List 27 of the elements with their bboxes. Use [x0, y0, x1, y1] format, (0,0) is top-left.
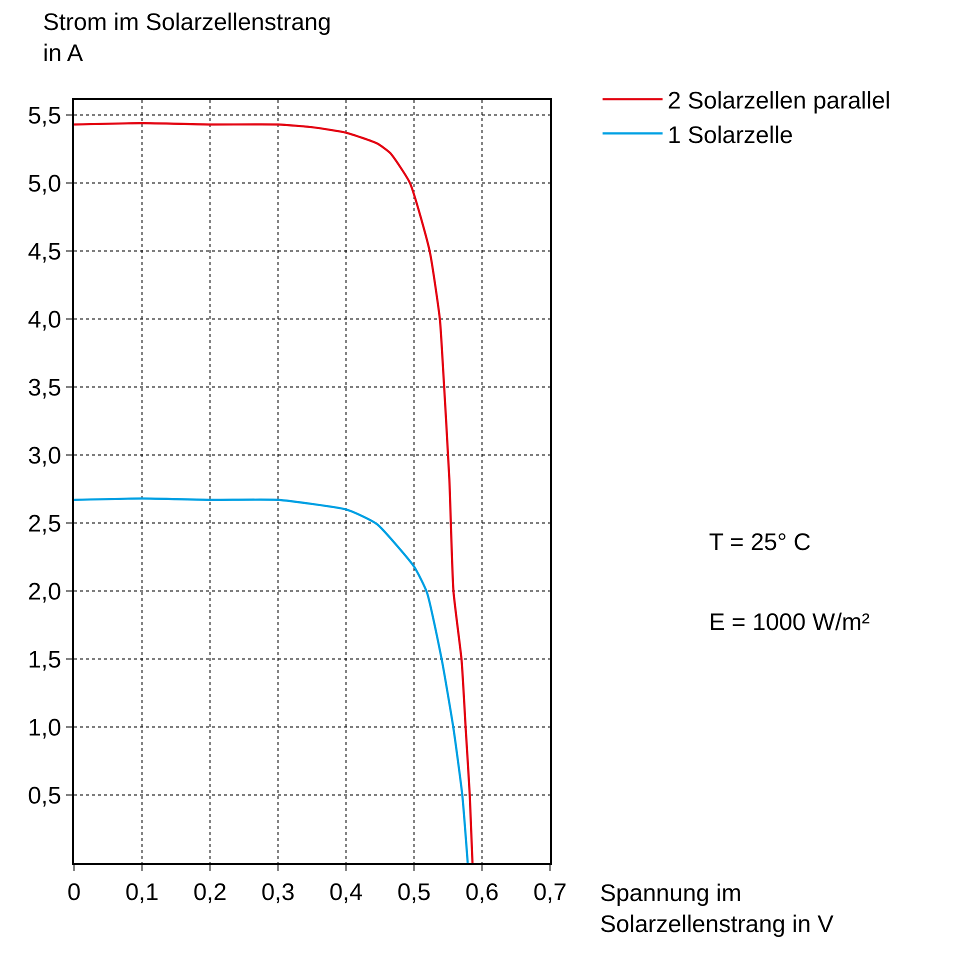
- x-tick-label: 0: [67, 878, 81, 906]
- y-tick-label: 1,5: [28, 646, 62, 674]
- y-tick-label: 3,5: [28, 374, 62, 402]
- x-tick-label: 0,4: [329, 878, 363, 906]
- y-axis-title: Strom im Solarzellenstrang in A: [43, 9, 332, 68]
- y-tick-label: 0,5: [28, 782, 62, 810]
- y-tick-label: 2,5: [28, 510, 62, 538]
- y-tick-label: 5,5: [28, 102, 62, 130]
- y-tick-label: 1,0: [28, 714, 62, 742]
- y-tick-label: 3,0: [28, 442, 62, 470]
- line-series: [74, 122, 474, 863]
- x-tick-label: 0,2: [193, 878, 227, 906]
- x-tick-label: 0,3: [261, 878, 295, 906]
- text: E = 1000 W/m²: [709, 609, 870, 636]
- line-series: [74, 497, 469, 863]
- x-tick-label: 0,7: [533, 878, 567, 906]
- x-axis-title: Spannung im Solarzellenstrang in V: [600, 880, 834, 938]
- y-tick-label: 5,0: [28, 170, 62, 198]
- y-tick-label: 4,0: [28, 306, 62, 334]
- legend-label: 1 Solarzelle: [668, 122, 794, 149]
- y-tick-label: 2,0: [28, 578, 62, 606]
- legend-label: 2 Solarzellen parallel: [668, 88, 890, 115]
- x-tick-label: 0,6: [465, 878, 499, 906]
- x-tick-label: 0,5: [397, 878, 431, 906]
- x-tick-label: 0,1: [125, 878, 159, 906]
- y-tick-label: 4,5: [28, 238, 62, 266]
- text: T = 25° C: [709, 529, 811, 556]
